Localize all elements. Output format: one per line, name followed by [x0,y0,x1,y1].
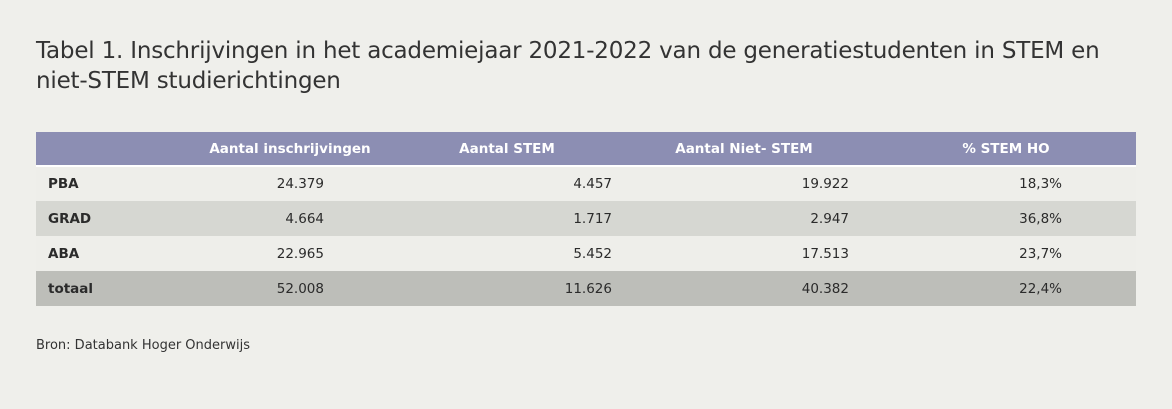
enrollment-table: Aantal inschrijvingen Aantal STEM Aantal… [36,132,1136,306]
cell-aantal-niet-stem: 19.922 [612,165,876,201]
header-aantal-niet-stem: Aantal Niet- STEM [675,140,813,157]
cell-aantal-niet-stem: 2.947 [810,210,849,227]
table-header-row: Aantal inschrijvingen Aantal STEM Aantal… [36,132,1136,166]
header-percent-stem-ho: % STEM HO [962,140,1050,157]
cell-aantal-stem: 5.452 [573,245,612,262]
header-aantal-stem: Aantal STEM [459,140,555,157]
cell-percent-stem-ho: 36,8% [1019,210,1062,227]
cell-percent-stem-ho: 22,4% [1019,280,1062,297]
row-label: PBA [36,165,178,201]
cell-percent-stem-ho: 18,3% [876,165,1136,201]
cell-aantal-inschrijvingen: 24.379 [178,165,402,201]
row-label: totaal [48,280,94,297]
table-row-aba: ABA 22.965 5.452 17.513 23,7% [36,236,1136,271]
source-note: Bron: Databank Hoger Onderwijs [36,338,250,353]
cell-aantal-inschrijvingen: 52.008 [276,280,324,297]
cell-aantal-inschrijvingen: 22.965 [276,245,324,262]
cell-aantal-stem: 1.717 [573,210,612,227]
header-aantal-inschrijvingen: Aantal inschrijvingen [209,140,371,157]
table-title: Tabel 1. Inschrijvingen in het academiej… [36,38,1100,94]
cell-aantal-niet-stem: 17.513 [801,245,849,262]
table-container: Aantal inschrijvingen Aantal STEM Aantal… [36,132,1136,306]
header-empty [36,132,178,166]
cell-aantal-niet-stem: 40.382 [801,280,849,297]
cell-aantal-stem: 11.626 [564,280,612,297]
row-label: ABA [48,245,80,262]
table-row-pba: PBA 24.379 4.457 19.922 18,3% [36,165,1136,201]
cell-aantal-stem: 4.457 [402,165,612,201]
table-row-totaal: totaal 52.008 11.626 40.382 22,4% [36,271,1136,306]
cell-percent-stem-ho: 23,7% [1019,245,1062,262]
table-row-grad: GRAD 4.664 1.717 2.947 36,8% [36,201,1136,236]
cell-aantal-inschrijvingen: 4.664 [285,210,324,227]
row-label: GRAD [48,210,92,227]
